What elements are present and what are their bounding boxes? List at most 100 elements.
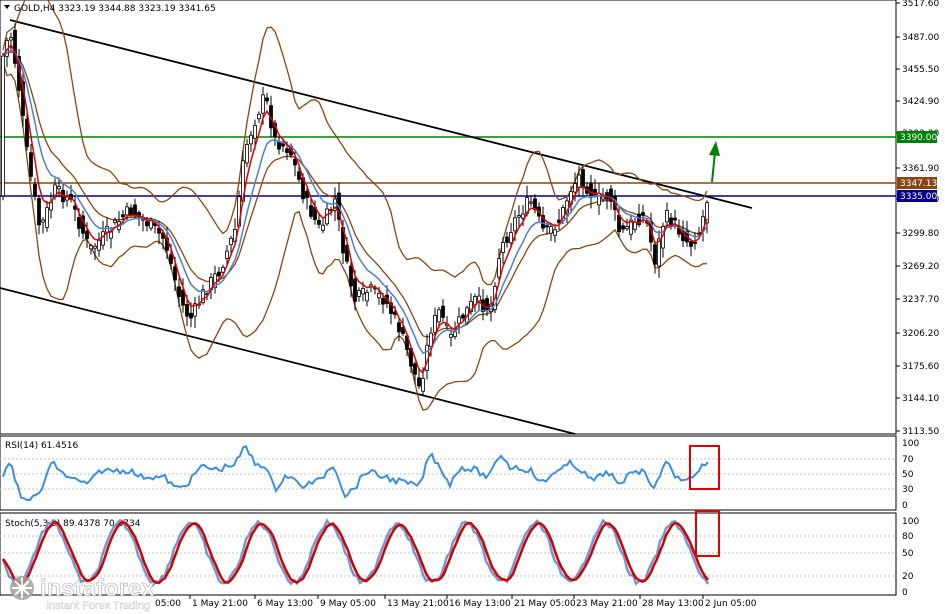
stoch-highlight-box bbox=[695, 510, 720, 557]
candle-body bbox=[201, 289, 205, 303]
stoch-label: Stoch(5,3,3) 89.4378 70.8734 bbox=[5, 519, 141, 529]
candle-body bbox=[97, 239, 101, 251]
stoch-tick-label: 80 bbox=[902, 532, 914, 542]
symbol-info: GOLD,H4 3323.19 3344.88 3323.19 3341.65 bbox=[4, 4, 216, 14]
candle-body bbox=[377, 292, 381, 299]
rsi-tick-label: 50 bbox=[902, 470, 914, 480]
price-tick-label: 3269.20 bbox=[902, 262, 939, 272]
price-tick-label: 3206.20 bbox=[902, 329, 939, 339]
candle-body bbox=[589, 183, 593, 198]
candle-body bbox=[261, 94, 265, 114]
candle-body bbox=[417, 377, 421, 387]
candle-body bbox=[357, 290, 361, 297]
price-tick-label: 3237.70 bbox=[902, 295, 939, 305]
candle-body bbox=[637, 213, 641, 226]
rsi-tick-label: 0 bbox=[902, 501, 908, 511]
candle-body bbox=[25, 118, 29, 148]
candle-body bbox=[521, 213, 525, 219]
stoch-tick-label: 100 bbox=[902, 517, 919, 527]
candle-body bbox=[277, 141, 281, 150]
logo-star-icon bbox=[12, 578, 32, 598]
candle-body bbox=[601, 196, 605, 200]
time-tick-label: 13 May 21:00 bbox=[387, 599, 449, 609]
time-tick-label: 23 May 21:00 bbox=[576, 599, 638, 609]
candle-body bbox=[665, 209, 669, 223]
rsi-pane[interactable] bbox=[0, 435, 897, 511]
candle-body bbox=[361, 288, 365, 295]
candle-body bbox=[633, 221, 637, 230]
candle-body bbox=[549, 226, 553, 234]
rsi-label: RSI(14) 61.4516 bbox=[5, 441, 78, 451]
candle-body bbox=[297, 171, 301, 180]
up-arrow-icon bbox=[709, 141, 720, 183]
price-axis[interactable]: 3517.603487.003455.503424.903393.303361.… bbox=[896, 0, 939, 437]
candle-body bbox=[189, 312, 193, 319]
channel-upper-line[interactable] bbox=[9, 19, 753, 209]
channel-lower-line[interactable] bbox=[0, 287, 576, 435]
candle-body bbox=[673, 217, 677, 221]
candle-body bbox=[89, 245, 93, 250]
candle-body bbox=[177, 286, 181, 298]
candle-body bbox=[621, 225, 625, 230]
candle-body bbox=[485, 298, 489, 312]
candle-body bbox=[421, 378, 425, 392]
candle-body bbox=[125, 206, 129, 216]
price-tick-label: 3175.60 bbox=[902, 362, 939, 372]
stoch-tick-label: 0 bbox=[902, 588, 908, 598]
candle-body bbox=[37, 198, 41, 226]
stoch-axis: 100 80 50 20 0 bbox=[902, 517, 919, 598]
candle-body bbox=[689, 241, 693, 247]
candle-body bbox=[85, 230, 89, 239]
candle-body bbox=[365, 291, 369, 302]
svg-text:3347.13: 3347.13 bbox=[900, 179, 937, 189]
candle-body bbox=[157, 227, 161, 234]
candle-body bbox=[217, 271, 221, 277]
candle-body bbox=[501, 242, 505, 253]
candle-body bbox=[305, 190, 309, 199]
bollinger-upper bbox=[2, 0, 708, 286]
dropdown-icon[interactable] bbox=[4, 5, 10, 9]
candle-body bbox=[657, 238, 661, 267]
candle-body bbox=[185, 304, 189, 317]
price-tick-label: 3361.90 bbox=[902, 164, 939, 174]
time-tick-label: 1 May 21:00 bbox=[192, 599, 248, 609]
candle-body bbox=[225, 250, 229, 259]
candle-body bbox=[249, 134, 253, 145]
level-label-blue: 3335.00 bbox=[897, 190, 937, 202]
time-tick-label: 16 May 13:00 bbox=[449, 599, 511, 609]
candle-body bbox=[281, 143, 285, 147]
candle-body bbox=[529, 201, 533, 204]
candle-body bbox=[45, 207, 49, 228]
candle-body bbox=[497, 258, 501, 278]
candle-body bbox=[553, 229, 557, 236]
price-tick-label: 3487.00 bbox=[902, 33, 939, 43]
price-tick-label: 3144.10 bbox=[902, 394, 939, 404]
candle-body bbox=[133, 204, 137, 216]
candle-body bbox=[173, 266, 177, 281]
candle-body bbox=[321, 224, 325, 231]
time-tick-label: 2 Jun 05:00 bbox=[705, 599, 757, 609]
candle-body bbox=[113, 219, 117, 223]
candle-body bbox=[437, 309, 441, 323]
rsi-tick-label: 70 bbox=[902, 455, 914, 465]
rsi-line bbox=[2, 444, 709, 501]
candle-body bbox=[653, 244, 657, 265]
time-axis[interactable]: 1 May 21:00 6 May 13:00 9 May 05:00 13 May … bbox=[155, 595, 757, 609]
candle-body bbox=[29, 152, 33, 177]
candle-body bbox=[381, 298, 385, 305]
candle-body bbox=[453, 331, 457, 337]
candle-body bbox=[193, 303, 197, 317]
logo-text: instaforex bbox=[40, 575, 155, 602]
bollinger-middle bbox=[2, 51, 708, 338]
candle-body bbox=[1, 55, 5, 197]
ema-fast-line bbox=[2, 43, 708, 375]
candle-body bbox=[349, 265, 353, 287]
main-pane[interactable] bbox=[0, 0, 897, 435]
rsi-axis: 100 70 50 30 0 bbox=[902, 439, 919, 511]
main-pane-frame bbox=[0, 0, 897, 435]
candle-body bbox=[441, 305, 445, 318]
candle-body bbox=[345, 244, 349, 262]
candle-body bbox=[169, 254, 173, 264]
candle-body bbox=[609, 188, 613, 202]
